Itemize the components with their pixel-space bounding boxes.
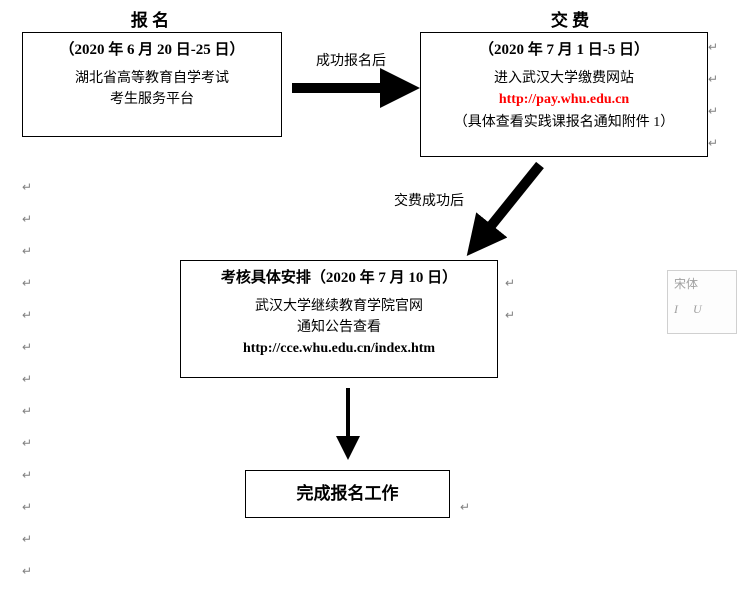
para-mark: ↵: [22, 564, 32, 579]
para-mark: ↵: [22, 532, 32, 547]
para-mark: ↵: [22, 212, 32, 227]
para-mark: ↵: [22, 372, 32, 387]
para-mark: ↵: [22, 500, 32, 515]
arrow-e1: [0, 0, 737, 611]
para-mark: ↵: [505, 276, 515, 291]
para-mark: ↵: [22, 436, 32, 451]
toolbar-font-label: 宋体: [674, 275, 730, 292]
para-mark: ↵: [708, 136, 718, 151]
para-mark: ↵: [708, 40, 718, 55]
edge-label-e2: 交费成功后: [394, 190, 464, 210]
para-mark: ↵: [22, 180, 32, 195]
para-mark: ↵: [22, 308, 32, 323]
para-mark: ↵: [505, 308, 515, 323]
para-mark: ↵: [708, 72, 718, 87]
para-mark: ↵: [460, 500, 470, 515]
para-mark: ↵: [22, 468, 32, 483]
para-mark: ↵: [22, 276, 32, 291]
floating-toolbar[interactable]: 宋体 I U: [667, 270, 737, 334]
toolbar-buttons[interactable]: I U: [674, 302, 730, 317]
para-mark: ↵: [22, 340, 32, 355]
para-mark: ↵: [22, 244, 32, 259]
para-mark: ↵: [708, 104, 718, 119]
edge-label-e1: 成功报名后: [316, 50, 386, 70]
para-mark: ↵: [22, 404, 32, 419]
